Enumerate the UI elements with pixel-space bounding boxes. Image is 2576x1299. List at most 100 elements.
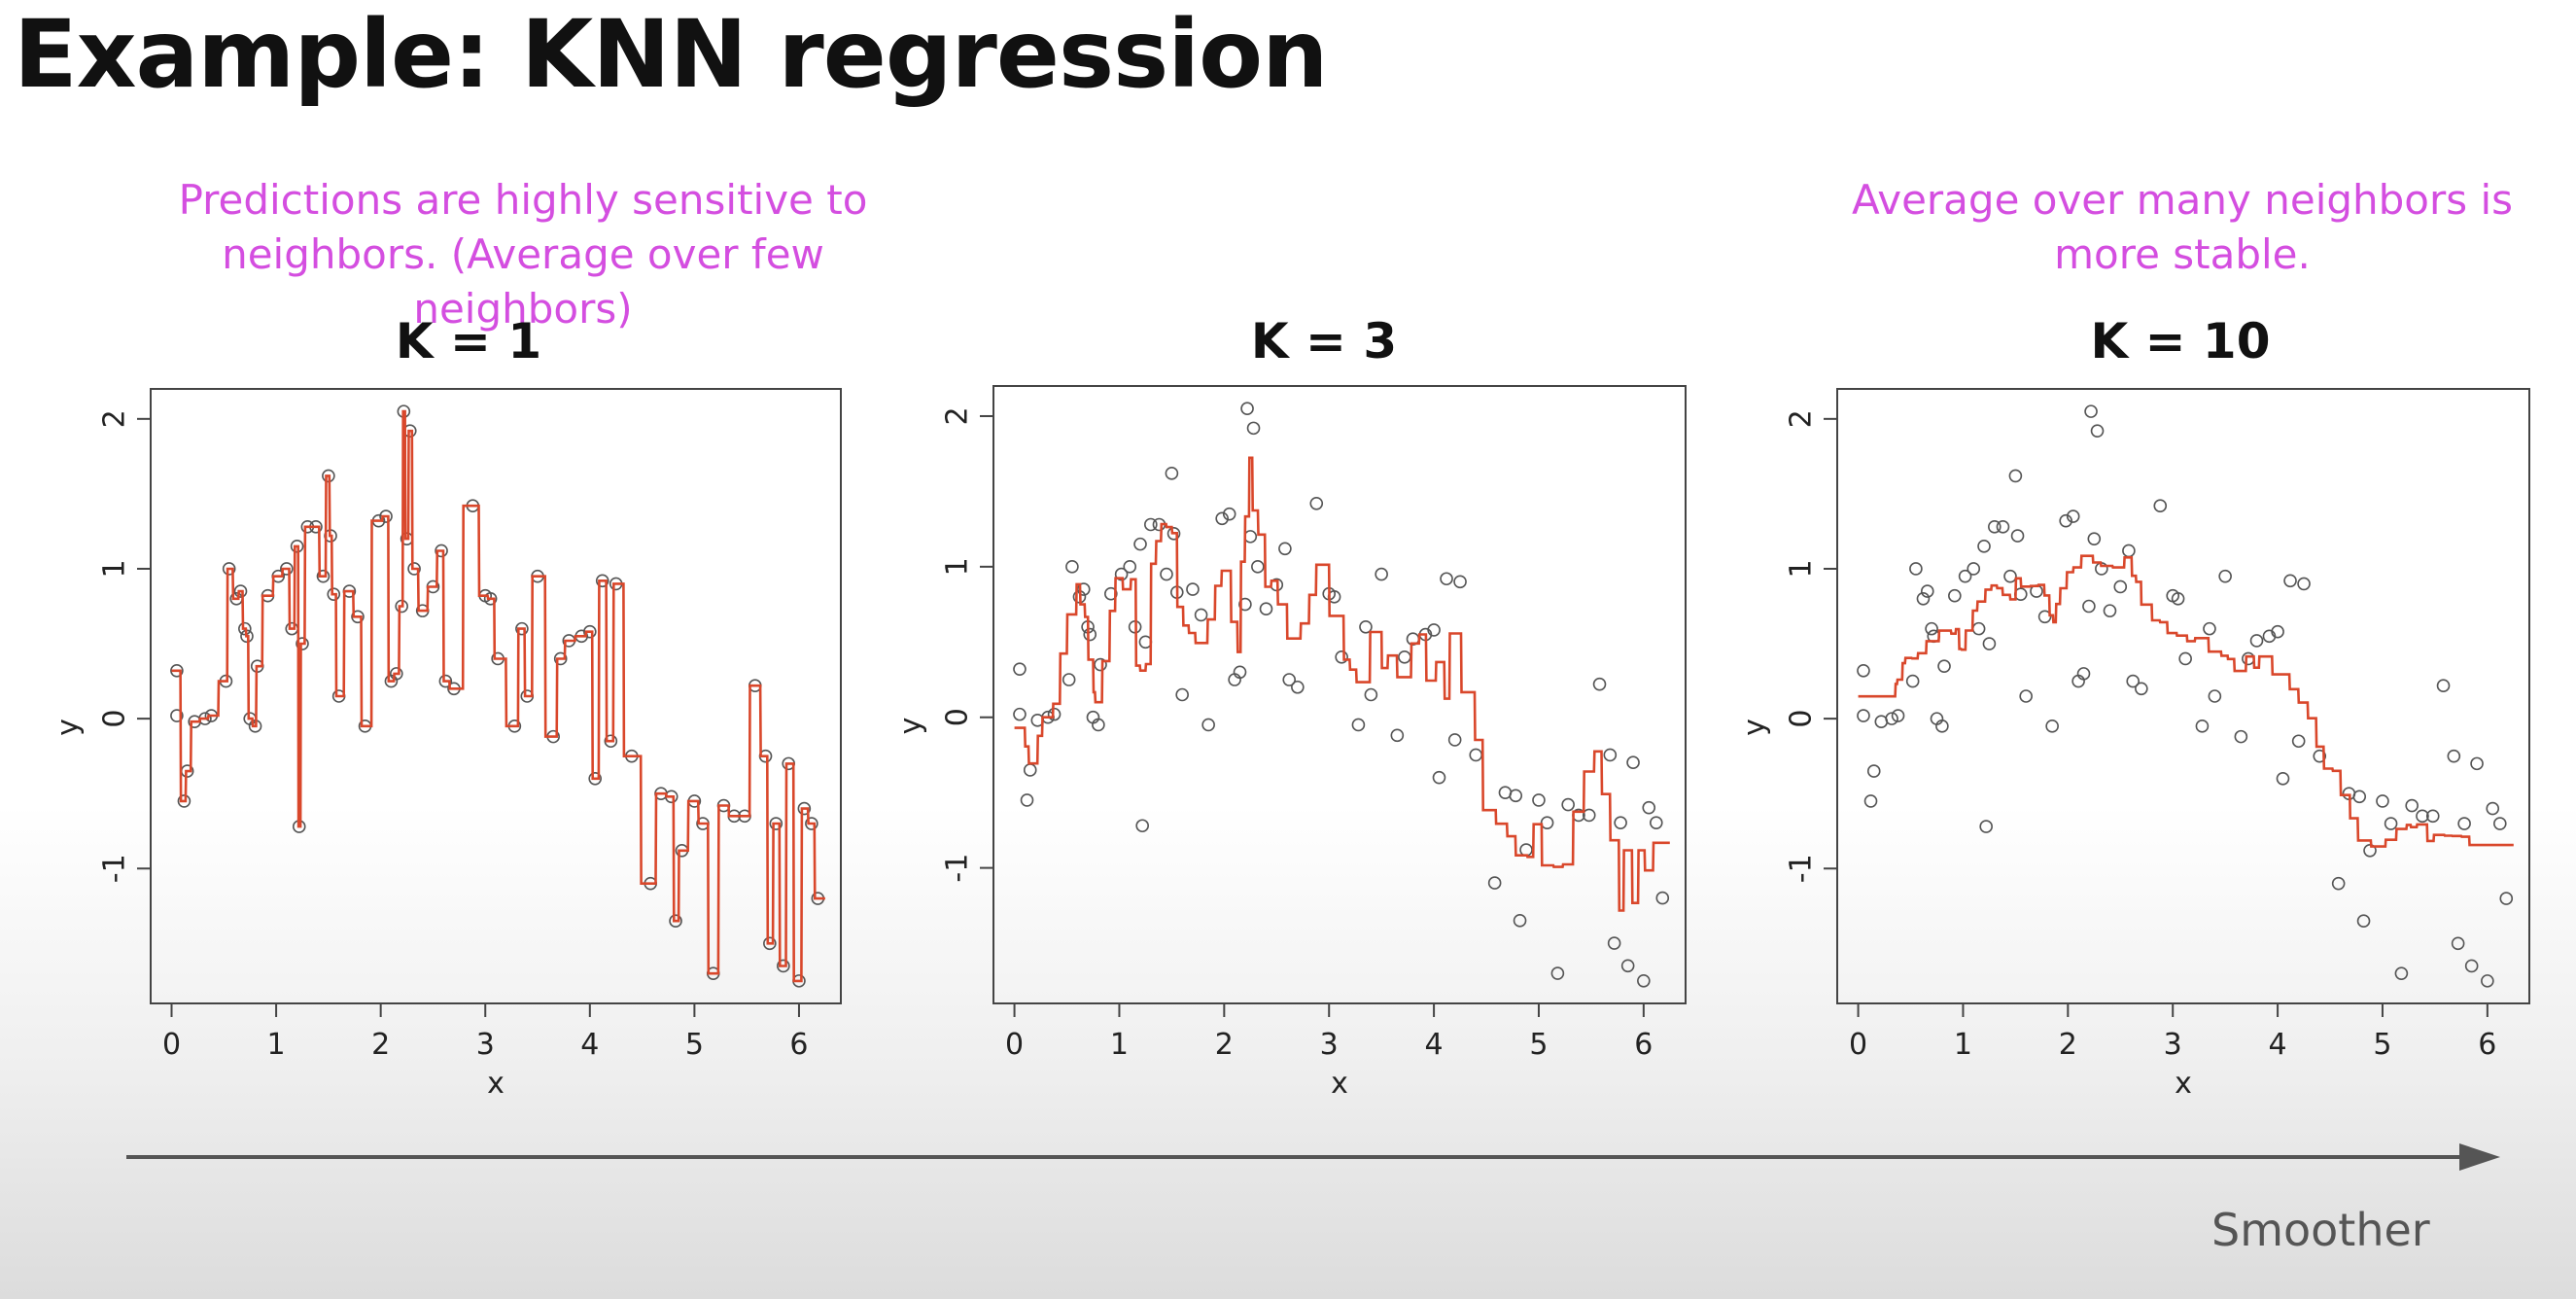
data-point [1440,572,1453,586]
data-point [1916,592,1931,606]
x-tick-label: 0 [1005,1028,1024,1062]
data-point [1020,793,1034,807]
data-point [553,651,568,666]
data-point [1509,789,1523,803]
data-point [316,569,331,583]
data-point [1123,560,1137,574]
x-axis-label: x [2175,1067,2192,1101]
data-point [1958,569,1972,583]
data-point [1165,467,1179,480]
data-point [2066,509,2080,523]
data-point [1133,537,1147,551]
smoother-label: Smoother [2211,1204,2430,1256]
data-point [1988,520,2002,534]
left-annotation-line-1: Predictions are highly sensitive to [178,176,868,224]
data-point [669,914,682,929]
left-annotation-line-2: neighbors. (Average over few neighbors) [222,230,824,333]
data-point [1857,709,1870,722]
y-tick-label: 0 [941,708,975,726]
x-axis-label: x [1331,1067,1348,1101]
data-point [1092,718,1105,732]
y-axis-label: y [1738,719,1772,736]
data-point [2405,798,2419,813]
data-point [1215,511,1229,526]
data-point [2171,592,2185,606]
x-tick-label: 2 [2059,1028,2077,1062]
x-tick-label: 6 [789,1028,808,1062]
left-annotation: Predictions are highly sensitive to neig… [154,173,892,336]
x-tick-label: 4 [1425,1028,1444,1062]
data-point [1655,891,1670,905]
data-point [2447,749,2461,763]
data-point [2008,469,2023,483]
x-tick-label: 5 [1529,1028,1548,1062]
data-point [1614,816,1627,829]
data-point [2082,599,2096,614]
data-point [1863,794,1878,808]
data-point [2045,720,2059,733]
data-point [2122,544,2136,558]
data-point [407,562,421,576]
data-point [1977,540,1991,553]
y-tick-label: 1 [98,559,132,578]
data-point [1866,764,1881,778]
data-point [438,674,453,688]
data-point [2059,513,2072,528]
data-point [1013,662,1027,676]
data-point [177,794,191,808]
data-point [595,574,609,588]
data-point [1238,597,1252,612]
data-point [1186,582,1200,596]
data-point [1375,567,1388,581]
data-point [1519,843,1533,857]
data-point [2090,424,2105,438]
x-tick-label: 5 [685,1028,704,1062]
y-tick-label: -1 [1785,854,1819,883]
data-point [2087,532,2102,545]
data-point [296,637,309,650]
data-point [2003,569,2017,583]
data-point [2464,959,2479,973]
panel-title-k1: K = 1 [395,313,542,369]
data-point [2331,876,2346,891]
data-point [351,610,365,624]
data-point [280,562,294,576]
data-point [1233,665,1247,680]
data-point [2195,720,2210,733]
data-point [797,801,812,816]
x-axis-label: x [487,1067,505,1101]
data-point [2394,966,2409,980]
y-axis-label: y [894,718,928,735]
data-point [805,817,818,830]
data-point [1447,733,1462,747]
data-point [1013,707,1027,721]
data-point [2126,674,2141,688]
data-point [1982,637,1997,650]
data-point [1160,567,1173,581]
data-point [483,592,498,606]
data-point [1996,520,2010,534]
x-tick-label: 5 [2373,1028,2391,1062]
data-point [1642,800,1656,815]
data-point [2283,574,2297,588]
data-point [1487,876,1502,890]
x-tick-label: 6 [2478,1028,2496,1062]
data-point [2010,529,2025,543]
data-point [2218,569,2232,583]
data-point [2178,651,2192,666]
data-point [777,959,790,973]
x-tick-label: 0 [162,1028,181,1062]
data-point [1979,820,1993,833]
data-point [2313,749,2327,763]
data-point [1398,650,1411,664]
data-point [1925,621,1938,636]
data-point [1948,588,1962,603]
y-tick-label: 2 [1785,409,1819,428]
data-point [1351,718,1366,732]
data-point [2234,729,2248,744]
y-tick-label: -1 [98,854,132,883]
y-tick-label: -1 [941,854,975,883]
x-tick-label: 2 [371,1028,390,1062]
data-point [2037,610,2052,624]
